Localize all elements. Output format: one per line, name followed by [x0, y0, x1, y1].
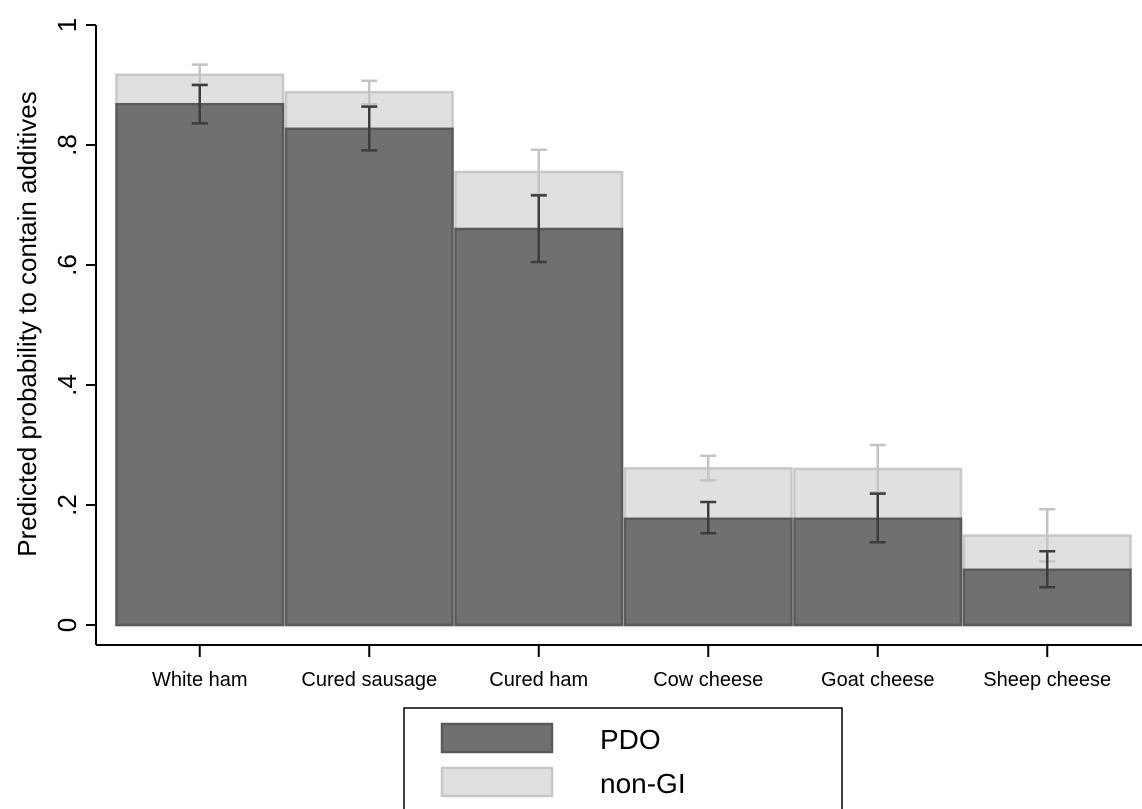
category-label: White ham [152, 669, 248, 691]
bar-pdo-3 [454, 227, 624, 627]
error-bar-pdo-3 [530, 194, 547, 264]
error-bars [191, 63, 1056, 589]
category-label: Goat cheese [821, 669, 934, 691]
error-bar-non-gi-4 [700, 454, 717, 482]
legend-swatch-non-gi [440, 766, 554, 798]
pdo-bars [115, 102, 1132, 627]
error-bar-non-gi-2 [361, 79, 378, 106]
y-tick-label: .4 [52, 374, 82, 396]
category-label: Cured ham [489, 669, 588, 691]
category-label: Sheep cheese [983, 669, 1111, 691]
y-axis-title: Predicted probability to contain additiv… [12, 91, 42, 556]
category-labels: White ham Cured sausage Cured ham Cow chees… [152, 669, 1111, 691]
bar-pdo-2 [284, 127, 454, 627]
y-tick-label: .2 [52, 494, 82, 516]
legend: PDO non-GI [403, 707, 843, 809]
category-label: Cow cheese [653, 669, 763, 691]
bar-pdo-1 [115, 102, 285, 627]
axes [86, 24, 1142, 657]
error-bar-pdo-2 [361, 105, 378, 152]
error-bar-pdo-1 [191, 83, 208, 125]
legend-label-non-gi: non-GI [600, 768, 686, 799]
category-label: Cured sausage [301, 669, 437, 691]
legend-label-pdo: PDO [600, 724, 661, 755]
error-bar-pdo-6 [1039, 549, 1056, 589]
y-tick-label: 1 [52, 18, 82, 32]
y-tick-label: .6 [52, 254, 82, 276]
error-bar-pdo-4 [700, 500, 717, 535]
y-tick-labels: 0 .2 .4 .6 .8 1 [52, 18, 82, 632]
y-tick-label: 0 [52, 618, 82, 632]
error-bar-pdo-5 [869, 492, 886, 544]
y-tick-label: .8 [52, 134, 82, 156]
legend-swatch-pdo [440, 722, 554, 754]
bar-pdo-4 [623, 517, 793, 627]
